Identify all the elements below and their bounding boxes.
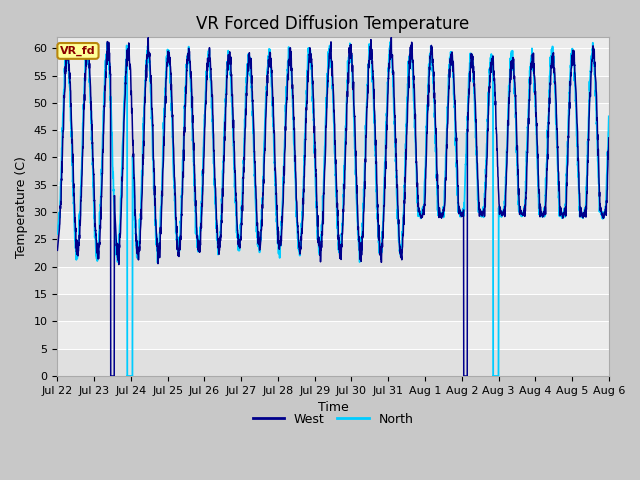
Text: VR_fd: VR_fd: [60, 46, 96, 56]
Bar: [58, 48, 609, 75]
North: [116, 213, 124, 219]
Bar: [58, 130, 609, 157]
North: [535, 204, 543, 210]
West: [289, 95, 297, 101]
North: [595, 166, 602, 172]
Bar: [58, 75, 609, 103]
North: [265, 46, 273, 52]
Line: West: West: [58, 37, 609, 264]
Bar: [58, 267, 609, 294]
Bar: [58, 294, 609, 321]
North: [149, 159, 157, 165]
Bar: [58, 185, 609, 212]
North: [54, 231, 61, 237]
Bar: [58, 212, 609, 240]
Legend: West, North: West, North: [248, 408, 419, 431]
Y-axis label: Temperature (C): Temperature (C): [15, 156, 28, 258]
X-axis label: Time: Time: [317, 401, 349, 414]
Title: VR Forced Diffusion Temperature: VR Forced Diffusion Temperature: [196, 15, 470, 33]
Bar: [58, 321, 609, 348]
West: [595, 153, 602, 158]
North: [289, 102, 297, 108]
West: [149, 145, 157, 151]
Bar: [58, 103, 609, 130]
Bar: [58, 157, 609, 185]
West: [535, 190, 543, 196]
Line: North: North: [58, 42, 609, 263]
West: [265, 64, 273, 70]
Bar: [58, 240, 609, 267]
Bar: [58, 348, 609, 376]
West: [605, 135, 612, 141]
North: [605, 113, 612, 119]
West: [54, 247, 61, 253]
West: [116, 230, 124, 236]
